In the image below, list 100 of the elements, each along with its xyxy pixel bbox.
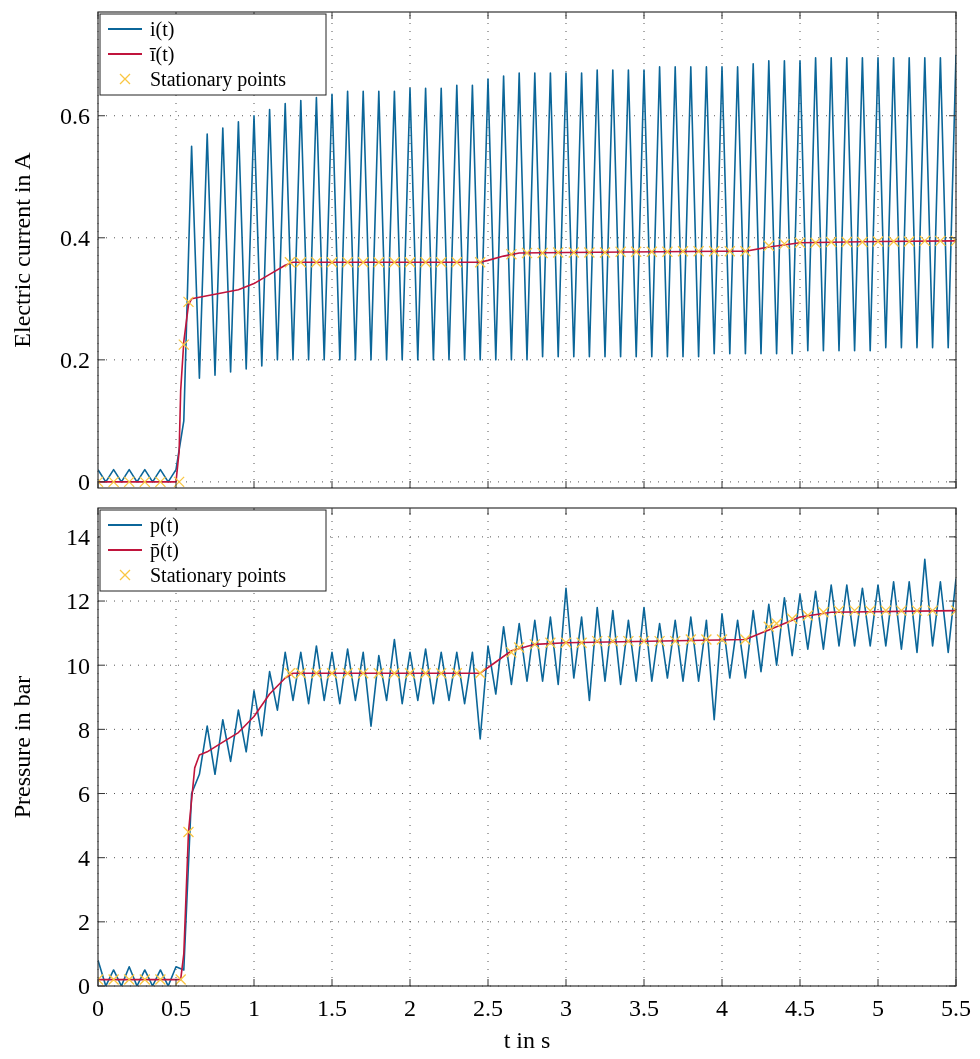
point [872, 235, 884, 248]
point [770, 617, 783, 630]
point [794, 237, 806, 249]
legend-label: Stationary points [150, 564, 287, 587]
point [107, 973, 120, 986]
x-tick-label: 3.5 [629, 995, 659, 1021]
point [825, 236, 837, 248]
legend-label: i(t) [150, 18, 175, 41]
x-axis-title: t in s [503, 1027, 551, 1053]
point [357, 256, 369, 268]
x-tick-label: 3 [560, 995, 572, 1021]
y-tick-label: 0 [78, 973, 90, 1000]
legend-label: Stationary points [150, 68, 287, 91]
x-tick-label: 1 [248, 995, 260, 1021]
point [435, 256, 447, 268]
point [856, 236, 869, 248]
point [139, 476, 151, 488]
y-tick-label: 12 [66, 588, 90, 615]
point [107, 476, 120, 488]
y-tick-label: 4 [78, 845, 90, 872]
point [919, 235, 931, 247]
y-tick-label: 2 [78, 909, 90, 936]
point [911, 605, 923, 617]
point [341, 256, 354, 268]
point [154, 476, 167, 488]
point [560, 637, 572, 649]
point [817, 606, 830, 618]
point [310, 256, 323, 268]
point [568, 246, 580, 259]
point [357, 667, 369, 679]
point [833, 605, 845, 617]
x-tick-label: 5 [872, 995, 884, 1021]
point [388, 667, 401, 679]
y-tick-label: 6 [78, 780, 90, 807]
point [175, 973, 187, 986]
x-tick-label: 1.5 [317, 995, 347, 1021]
point [848, 605, 861, 617]
x-tick-label: 0.5 [161, 995, 191, 1021]
point [154, 973, 167, 986]
point [646, 246, 658, 258]
point [661, 246, 674, 258]
point [926, 605, 939, 617]
x-tick-label: 5.5 [941, 995, 971, 1021]
point [895, 605, 908, 617]
point [887, 235, 900, 248]
point [505, 248, 518, 260]
point [310, 667, 323, 679]
point [575, 637, 588, 649]
point [739, 245, 752, 257]
point [591, 635, 603, 647]
x-tick-label: 2.5 [473, 995, 503, 1021]
y-tick-label: 0.6 [60, 103, 90, 130]
point [630, 246, 642, 258]
point [326, 667, 338, 679]
point [583, 246, 596, 259]
point [700, 633, 713, 646]
point [864, 605, 876, 617]
point [123, 476, 135, 488]
point [692, 245, 705, 257]
legend-label: p̄(t) [150, 539, 179, 562]
point [521, 247, 533, 259]
y-tick-label: 0.4 [60, 225, 90, 252]
point [638, 635, 650, 647]
point [435, 667, 447, 679]
point [373, 256, 385, 268]
point [622, 635, 635, 647]
point [786, 613, 798, 625]
y-tick-label: 0 [78, 469, 90, 496]
y-tick-label: 14 [66, 524, 90, 551]
legend-label: p(t) [150, 514, 179, 537]
point [724, 245, 736, 257]
x-tick-label: 4.5 [785, 995, 815, 1021]
x-tick-label: 4 [716, 995, 728, 1021]
point [934, 235, 947, 247]
y-axis-title: Pressure in bar [9, 675, 35, 819]
point [653, 635, 666, 647]
point [685, 633, 697, 646]
point [173, 476, 185, 488]
point [326, 256, 338, 268]
y-tick-label: 10 [66, 652, 90, 679]
point [677, 245, 689, 257]
point [474, 667, 486, 679]
point [178, 338, 190, 351]
point [607, 635, 619, 647]
point [529, 638, 541, 650]
point [139, 973, 151, 986]
point [599, 246, 611, 259]
point [451, 256, 463, 268]
point [841, 236, 853, 248]
legend-label: ī(t) [149, 43, 175, 66]
point [182, 826, 195, 838]
point [474, 256, 486, 268]
point [669, 635, 681, 647]
point [182, 296, 195, 308]
y-tick-label: 0.2 [60, 347, 90, 374]
point [708, 245, 720, 257]
point [880, 605, 892, 617]
point [123, 973, 135, 986]
point [552, 246, 564, 259]
point [388, 256, 401, 268]
